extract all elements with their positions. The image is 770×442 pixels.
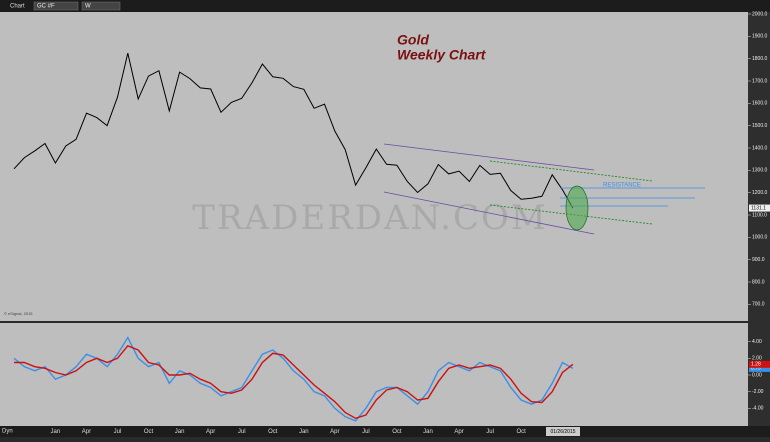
series-line	[13, 336, 574, 422]
x-tick-label: Oct	[268, 429, 278, 435]
x-tick-label: Oct	[144, 429, 154, 435]
last-value-box	[749, 204, 770, 212]
copyright: © eSignal, 2015	[4, 311, 33, 316]
x-tick-label: Jul	[362, 429, 370, 435]
x-tick-label: Jul	[114, 429, 122, 435]
y-tick-label: 1000.0	[752, 235, 768, 241]
x-tick-label: Oct	[392, 429, 402, 435]
time-axis	[0, 426, 770, 437]
y-tick-label: 1600.0	[752, 101, 768, 107]
cursor-date: 01/26/2015	[550, 429, 575, 435]
y-tick-label: 700.0	[752, 302, 765, 308]
series-line	[14, 344, 574, 420]
x-tick-label: Apr	[330, 429, 339, 435]
channel-top	[383, 143, 595, 171]
y-tick-label: 0.00	[752, 372, 762, 378]
y-tick-label: -4.00	[752, 406, 764, 412]
toolbar	[0, 0, 770, 12]
last-value-box	[749, 364, 770, 372]
last-value-label: 1.28	[751, 362, 761, 368]
x-tick-label: Jan	[51, 429, 61, 435]
series-line	[13, 52, 574, 209]
y-tick-label: 800.0	[752, 279, 765, 285]
y-tick-label: 1400.0	[752, 145, 768, 151]
highlight-ellipse	[565, 185, 589, 231]
y-tick-label: 4.00	[752, 339, 762, 345]
right-axis	[748, 12, 770, 437]
window-title: Chart	[10, 4, 25, 10]
channel-bottom	[383, 191, 595, 235]
y-tick-label: 1700.0	[752, 78, 768, 84]
last-value-box	[749, 360, 770, 368]
y-tick-label: -2.00	[752, 389, 764, 395]
x-tick-label: Apr	[206, 429, 215, 435]
interval[interactable]: W	[85, 4, 91, 10]
chart-title: Gold	[397, 32, 429, 48]
symbol[interactable]: GC #F	[37, 4, 55, 10]
y-tick-label: 1500.0	[752, 123, 768, 129]
last-value-label: 0.79	[751, 366, 761, 372]
x-tick-label: Apr	[82, 429, 91, 435]
cursor-box	[546, 427, 580, 436]
x-tick-label: Apr	[454, 429, 463, 435]
y-tick-label: 1300.0	[752, 168, 768, 174]
chart-subtitle: Weekly Chart	[397, 47, 487, 63]
oscillator-pane	[0, 323, 748, 426]
green-top	[489, 160, 653, 182]
y-tick-label: 1900.0	[752, 34, 768, 40]
y-tick-label: 1100.0	[752, 212, 767, 218]
y-tick-label: 2000.0	[752, 11, 768, 17]
y-tick-label: 1800.0	[752, 56, 768, 62]
last-value-label: 1131.1	[751, 205, 766, 211]
x-tick-label: Jan	[423, 429, 433, 435]
x-tick-label: Jul	[238, 429, 246, 435]
y-tick-label: 900.0	[752, 257, 765, 263]
interval-box[interactable]	[81, 1, 121, 11]
symbol-box[interactable]	[33, 1, 79, 11]
annotation: RESISTANCE	[603, 183, 641, 189]
x-tick-label: Jan	[299, 429, 309, 435]
x-tick-label: Oct	[516, 429, 526, 435]
y-tick-label: 2.00	[752, 356, 762, 362]
x-tick-label: Jan	[175, 429, 185, 435]
price-pane	[0, 12, 748, 321]
mode: Dyn	[2, 429, 13, 435]
x-tick-label: Jul	[486, 429, 494, 435]
y-tick-label: 1200.0	[752, 190, 768, 196]
watermark: TRADERDAN.COM	[192, 198, 547, 238]
